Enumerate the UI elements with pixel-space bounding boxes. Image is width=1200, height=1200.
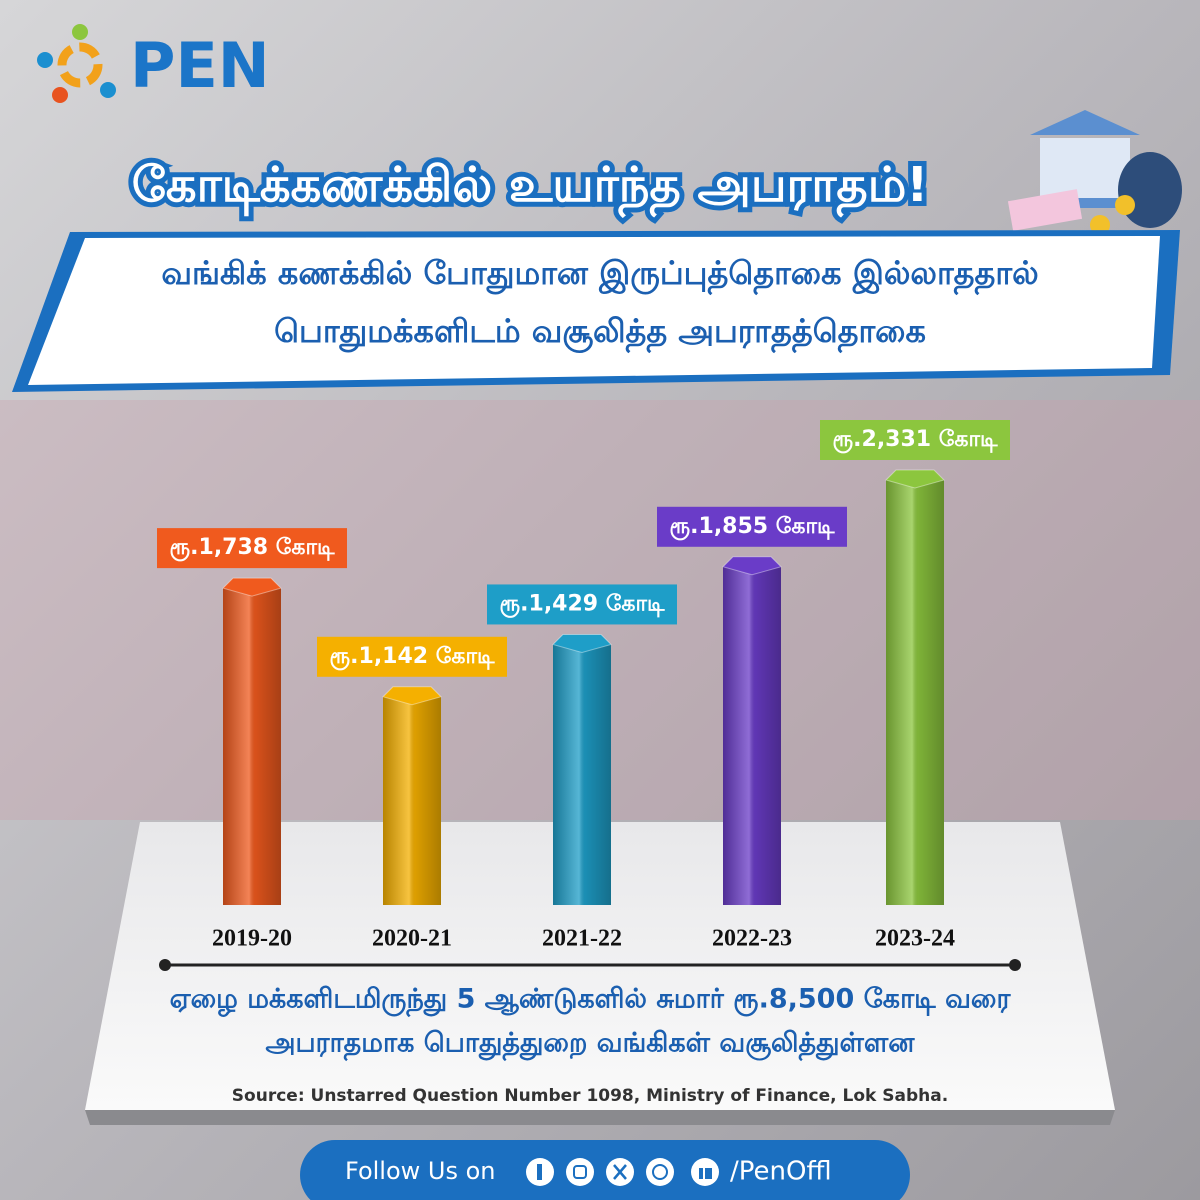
bar-shading [886, 480, 944, 905]
x-tick-label: 2020-21 [372, 926, 452, 952]
footer-follow: Follow Us on [345, 1157, 496, 1185]
note-line: அபராதமாக பொதுத்துறை வங்கிகள் வசூலித்துள்… [266, 1028, 916, 1062]
bar-cap [722, 556, 782, 576]
bar-cap [222, 577, 282, 597]
x-tick-label: 2019-20 [212, 926, 292, 952]
value-label-box [657, 506, 847, 547]
bank-icon [1007, 110, 1182, 249]
bar-cap [885, 469, 945, 489]
logo-mark [37, 24, 116, 103]
note-line: ஏழை மக்களிடமிருந்து 5 ஆண்டுகளில் சுமார் … [170, 984, 1012, 1018]
x-tick-label: 2022-23 [712, 926, 792, 952]
subtitle-panel [28, 236, 1160, 385]
footer-pill [300, 1140, 910, 1200]
divider-dot [1009, 959, 1021, 971]
value-label: ரூ.2,331 கோடி [833, 427, 998, 454]
source: Source: Unstarred Question Number 1098, … [232, 1086, 948, 1106]
subtitle-line: வங்கிக் கணக்கில் போதுமான இருப்புத்தொகை இ… [161, 254, 1038, 295]
value-label-box [487, 584, 677, 625]
value-label: ரூ.1,429 கோடி [500, 591, 665, 618]
x-tick-label: 2023-24 [875, 926, 955, 952]
social-icons [526, 1158, 719, 1186]
value-label-box [820, 420, 1010, 460]
platform-edge [85, 1110, 1115, 1125]
value-label-box [157, 528, 347, 569]
chart-title: கோடிக்கணக்கில் உயர்ந்த அபராதம்! [132, 157, 928, 218]
value-label-box [317, 636, 507, 677]
value-label: ரூ.1,142 கோடி [330, 644, 495, 671]
value-label: ரூ.1,738 கோடி [170, 535, 335, 562]
logo-text: PEN [130, 29, 270, 102]
bar-cap [382, 686, 442, 706]
subtitle-line: பொதுமக்களிடம் வசூலித்த அபராதத்தொகை [274, 312, 926, 353]
bar-shading [223, 588, 281, 905]
bar-shading [553, 644, 611, 905]
value-label: ரூ.1,855 கோடி [670, 514, 835, 541]
divider-dot [159, 959, 171, 971]
x-tick-label: 2021-22 [542, 926, 622, 952]
bar-shading [723, 566, 781, 905]
footer-handle: /PenOffl [730, 1157, 832, 1187]
bar-shading [383, 696, 441, 905]
bar-cap [552, 633, 612, 653]
